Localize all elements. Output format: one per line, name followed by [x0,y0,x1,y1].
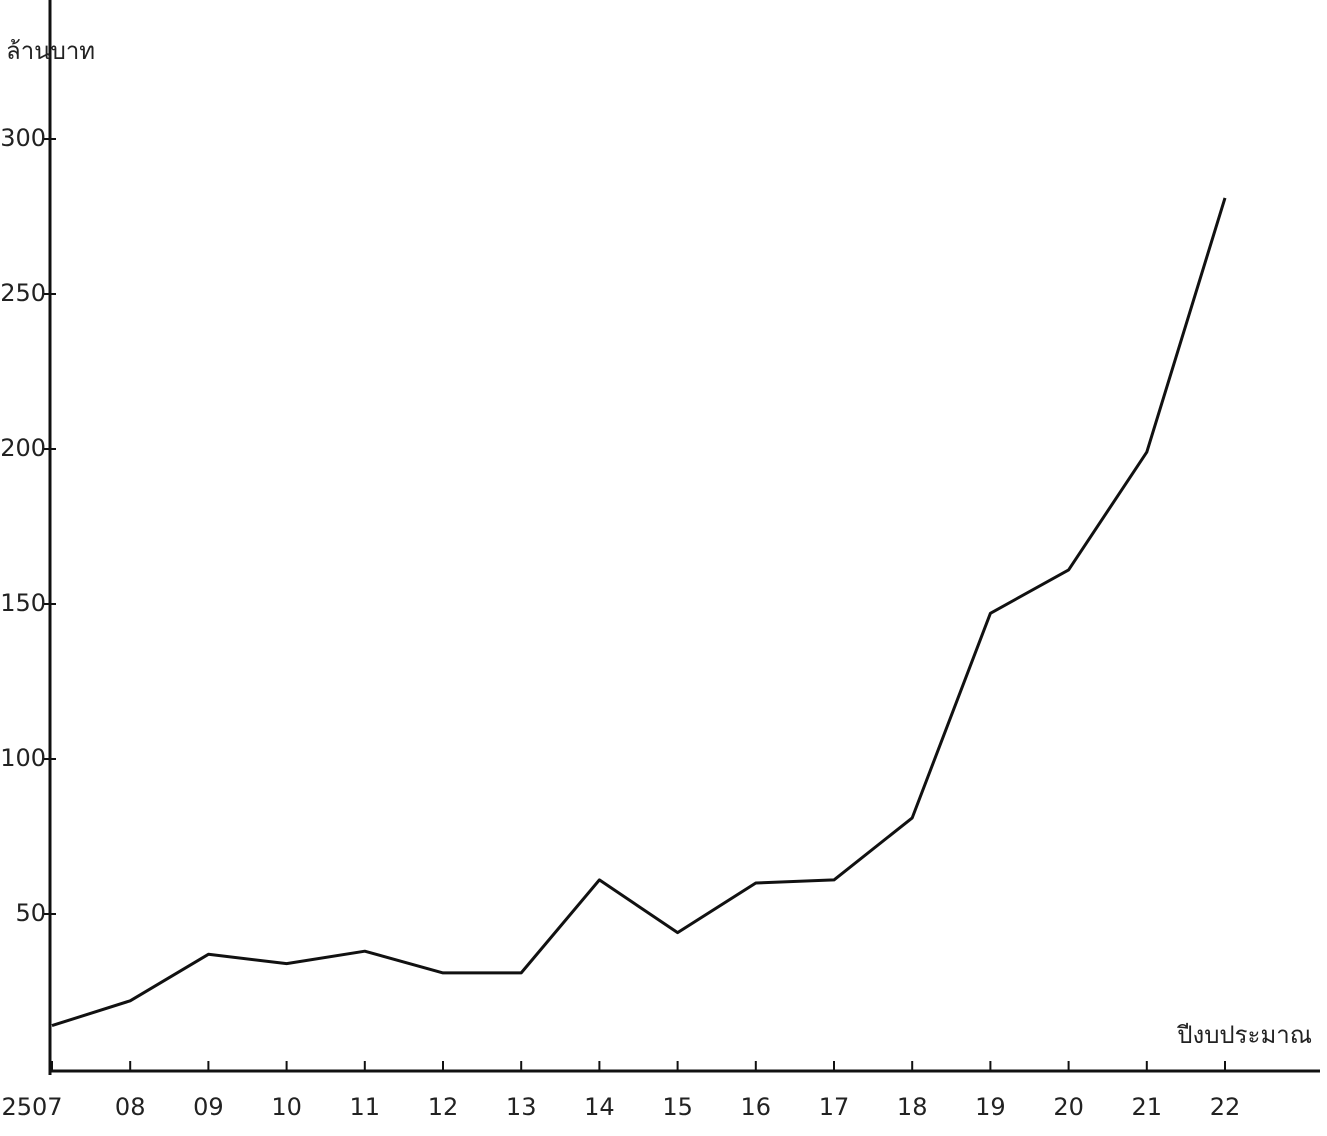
x-tick-label: 2507 [1,1093,62,1121]
x-tick-label: 11 [350,1093,381,1121]
x-tick-label: 08 [115,1093,146,1121]
y-axis-label: ล้านบาท [6,37,95,65]
x-tick-label: 21 [1132,1093,1163,1121]
y-tick-label: 150 [0,589,46,617]
x-tick-label: 10 [271,1093,302,1121]
x-tick-label: 15 [662,1093,693,1121]
x-tick-label: 22 [1210,1093,1241,1121]
line [51,197,1227,1028]
x-tick-label: 18 [897,1093,928,1121]
x-axis-label: ปีงบประมาณ [1176,1021,1312,1049]
x-tick-label: 17 [819,1093,850,1121]
x-tick-label: 09 [193,1093,224,1121]
y-tick-label: 250 [0,279,46,307]
x-tick-label: 16 [741,1093,772,1121]
x-tick-label: 14 [584,1093,615,1121]
y-tick-label: 50 [15,899,46,927]
x-tick-label: 20 [1053,1093,1084,1121]
x-tick-label: 12 [428,1093,459,1121]
y-tick-label: 100 [0,744,46,772]
x-tick-label: 13 [506,1093,537,1121]
x-tick-label: 19 [975,1093,1006,1121]
y-tick-label: 200 [0,434,46,462]
y-tick-label: 300 [0,124,46,152]
